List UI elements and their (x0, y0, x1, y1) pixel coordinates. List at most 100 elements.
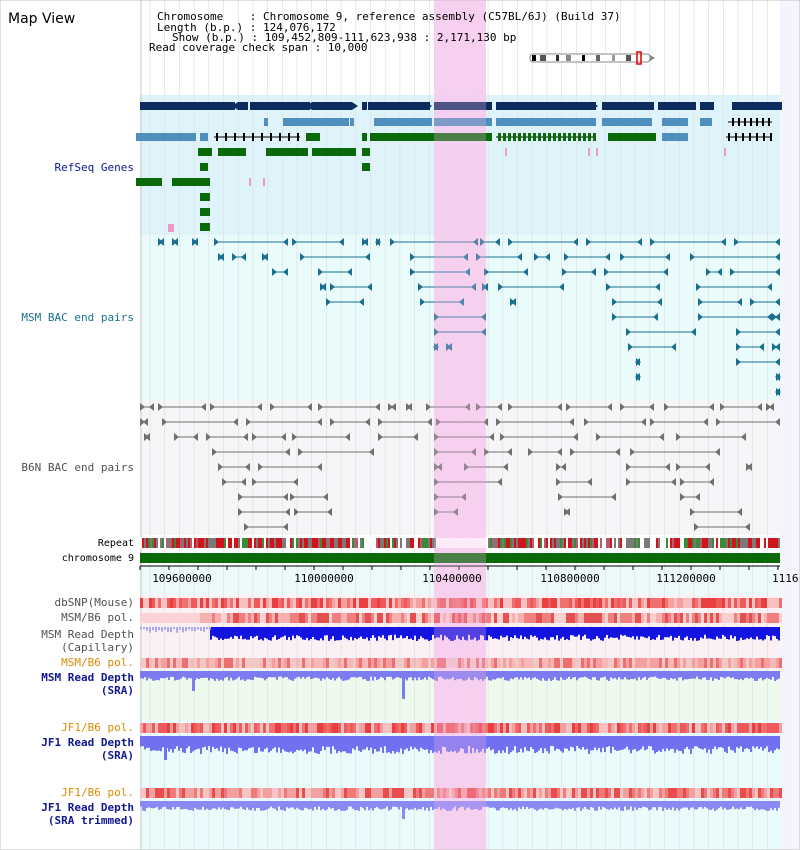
bac-end-marker (503, 463, 508, 471)
heat-cell (365, 598, 368, 608)
depth-bar (260, 801, 262, 811)
track-label-refseq-genes[interactable]: RefSeq Genes (55, 161, 134, 174)
depth-bar (630, 736, 632, 754)
track-label-msm-bac[interactable]: MSM BAC end pairs (21, 311, 134, 324)
depth-bar (218, 736, 220, 751)
repeat-mark (500, 538, 502, 548)
b6n-bac-end-pairs-track[interactable] (140, 403, 780, 531)
heat-cell (650, 788, 653, 798)
heat-cell (707, 598, 710, 608)
heat-cell (302, 788, 305, 798)
depth-bar (304, 801, 306, 808)
depth-bar (208, 736, 210, 746)
track-label-b6n-bac[interactable]: B6N BAC end pairs (21, 461, 134, 474)
depth-bar (736, 736, 738, 748)
heat-cell (356, 598, 359, 608)
depth-bar (614, 627, 616, 638)
depth-bar (530, 801, 532, 808)
depth-bar (604, 671, 606, 677)
heat-cell (173, 788, 176, 798)
depth-bar (322, 627, 324, 641)
depth-bar (670, 671, 672, 679)
exon (288, 133, 290, 141)
heat-cell (590, 598, 593, 608)
depth-bar (732, 671, 734, 678)
depth-bar (542, 671, 544, 679)
bac-end-marker (434, 493, 439, 501)
depth-bar (690, 671, 692, 679)
depth-bar (634, 801, 636, 808)
depth-bar (246, 671, 248, 680)
bac-end-marker (500, 433, 505, 441)
heat-cell (446, 723, 449, 733)
exon (216, 133, 218, 141)
depth-bar (750, 627, 752, 638)
heat-cell (338, 658, 341, 668)
heat-cell (287, 598, 290, 608)
depth-bar (602, 801, 604, 807)
heat-cell (494, 658, 497, 668)
refseq-genes-track[interactable] (136, 102, 782, 232)
chromosome-ideogram[interactable] (529, 51, 655, 65)
exon (558, 133, 561, 141)
bac-end-marker (736, 358, 741, 366)
bac-end-marker (437, 463, 442, 471)
heat-cell (770, 723, 773, 733)
repeat-mark (522, 538, 524, 548)
bac-end-marker (347, 268, 352, 276)
bac-end-marker (635, 373, 640, 381)
heat-cell (662, 723, 665, 733)
depth-bar (230, 801, 232, 808)
depth-bar (718, 627, 720, 639)
heat-cell (419, 723, 422, 733)
depth-bar (776, 671, 778, 680)
depth-bar (586, 627, 588, 639)
repeat-mark (704, 538, 706, 548)
heat-cell (779, 658, 782, 668)
bac-end-marker (149, 403, 154, 411)
depth-bar (552, 801, 554, 810)
depth-bar (708, 801, 710, 810)
track-label-dbsnp: dbSNP(Mouse) (55, 596, 134, 609)
heat-cell (233, 613, 236, 623)
repeat-mark (406, 538, 408, 548)
msm-bac-end-pairs-track[interactable] (158, 238, 781, 396)
heat-cell (575, 613, 578, 623)
repeat-mark (186, 538, 188, 548)
heat-cell (515, 613, 518, 623)
depth-bar (464, 627, 466, 640)
bac-end-marker (528, 448, 533, 456)
bac-end-marker (375, 238, 380, 246)
heat-cell (407, 613, 410, 623)
depth-bar (344, 736, 346, 752)
depth-bar (288, 671, 290, 680)
heat-cell (587, 658, 590, 668)
depth-bar (526, 671, 528, 679)
depth-bar (718, 671, 720, 680)
depth-bar (680, 627, 682, 640)
depth-bar (618, 801, 620, 808)
heat-cell (623, 788, 626, 798)
heat-cell (260, 723, 263, 733)
bac-end-marker (283, 268, 288, 276)
heat-cell (320, 658, 323, 668)
depth-bar (230, 671, 232, 678)
repeat-mark (526, 538, 528, 548)
repeat-mark (328, 538, 330, 548)
heat-cell (212, 613, 215, 623)
bac-end-marker (206, 433, 211, 441)
heat-cell (710, 658, 713, 668)
depth-bar (676, 627, 678, 639)
depth-bar (296, 671, 298, 678)
heat-cell (260, 788, 263, 798)
depth-bar (774, 671, 776, 681)
repeat-mark (574, 538, 576, 548)
heat-cell (185, 788, 188, 798)
heat-cell (623, 598, 626, 608)
heat-cell (635, 788, 638, 798)
heat-cell (323, 658, 326, 668)
repeat-mark (684, 538, 686, 548)
heat-cell (587, 613, 590, 623)
heat-cell (728, 788, 731, 798)
heat-cell (605, 613, 608, 623)
